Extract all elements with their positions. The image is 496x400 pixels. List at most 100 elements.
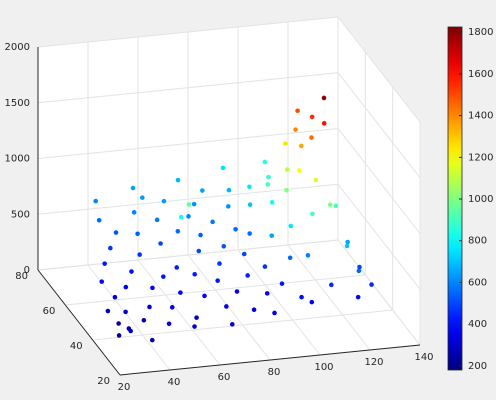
point [309,114,315,120]
point [123,309,128,315]
point [224,304,229,309]
point [215,278,220,283]
z-tick-label: 2000 [5,42,30,53]
point [355,294,361,300]
point [233,227,238,232]
point [192,324,197,329]
point [169,305,175,310]
x-tick-label: 140 [414,352,433,363]
point [192,272,197,277]
point [135,231,140,237]
grid-line [37,72,339,104]
point [284,187,289,193]
point [269,233,275,238]
point [247,184,252,190]
point [105,308,111,314]
point [264,291,270,296]
point [93,198,99,204]
y-tick-label: 40 [70,341,83,352]
point [112,294,118,300]
x-tick-label: 80 [268,367,281,378]
point [269,200,275,205]
grid-line [337,239,421,346]
point [245,273,250,278]
colorbar-tick-label: 200 [468,361,487,372]
point [296,168,302,173]
colorbar-tick-label: 1600 [468,69,493,80]
point [175,229,181,234]
grid-line [237,249,321,356]
x-tick-label: 120 [364,357,383,368]
point [279,281,285,286]
point [174,265,180,270]
point [313,177,319,183]
point [333,203,339,209]
point [99,279,105,284]
point [284,167,290,172]
grid-line [287,244,371,351]
z-tick-label: 1500 [5,98,30,109]
point [262,159,268,165]
grid-line [137,259,221,366]
point [196,248,202,254]
point [126,326,132,331]
colorbar-tick-label: 1800 [468,27,493,38]
grid-line [37,128,339,159]
grid-line [92,309,393,341]
point [141,318,147,323]
point [150,285,155,291]
point [221,243,227,249]
point [147,304,152,310]
point [116,333,122,338]
point [234,289,240,294]
point [113,230,119,235]
point [321,121,327,126]
point [198,232,203,238]
point [186,202,192,207]
point [247,231,252,236]
point [327,202,333,208]
y-tick-label: 60 [43,306,56,317]
colorbar-tick-label: 400 [468,319,487,330]
x-tick-label: 60 [218,372,231,383]
point [154,217,160,223]
point [251,307,257,313]
point [272,310,277,316]
point [186,214,191,219]
point [225,204,231,209]
grid-line [37,239,339,271]
point [298,143,304,149]
point [175,177,181,183]
point [309,135,314,140]
point [108,245,113,251]
point [287,255,293,261]
point [217,261,222,266]
grid-line [337,183,421,290]
point [345,239,350,245]
point [200,188,205,193]
point [283,141,288,146]
point [266,174,271,180]
point [321,95,327,101]
point [329,282,334,288]
point [178,290,183,295]
point [299,294,304,300]
grid-line [337,16,421,123]
point [344,243,350,249]
grid-line [187,254,271,361]
point [247,202,253,207]
point [130,185,136,191]
colorbar [447,26,463,371]
point [229,322,235,327]
x-tick-label: 40 [168,377,181,388]
point [241,251,247,257]
point [369,282,374,287]
point [102,261,107,266]
colorbar-tick-label: 1400 [468,111,493,122]
point [140,195,145,200]
point [356,268,362,274]
z-tick-label: 0 [24,265,30,276]
point [262,264,268,269]
